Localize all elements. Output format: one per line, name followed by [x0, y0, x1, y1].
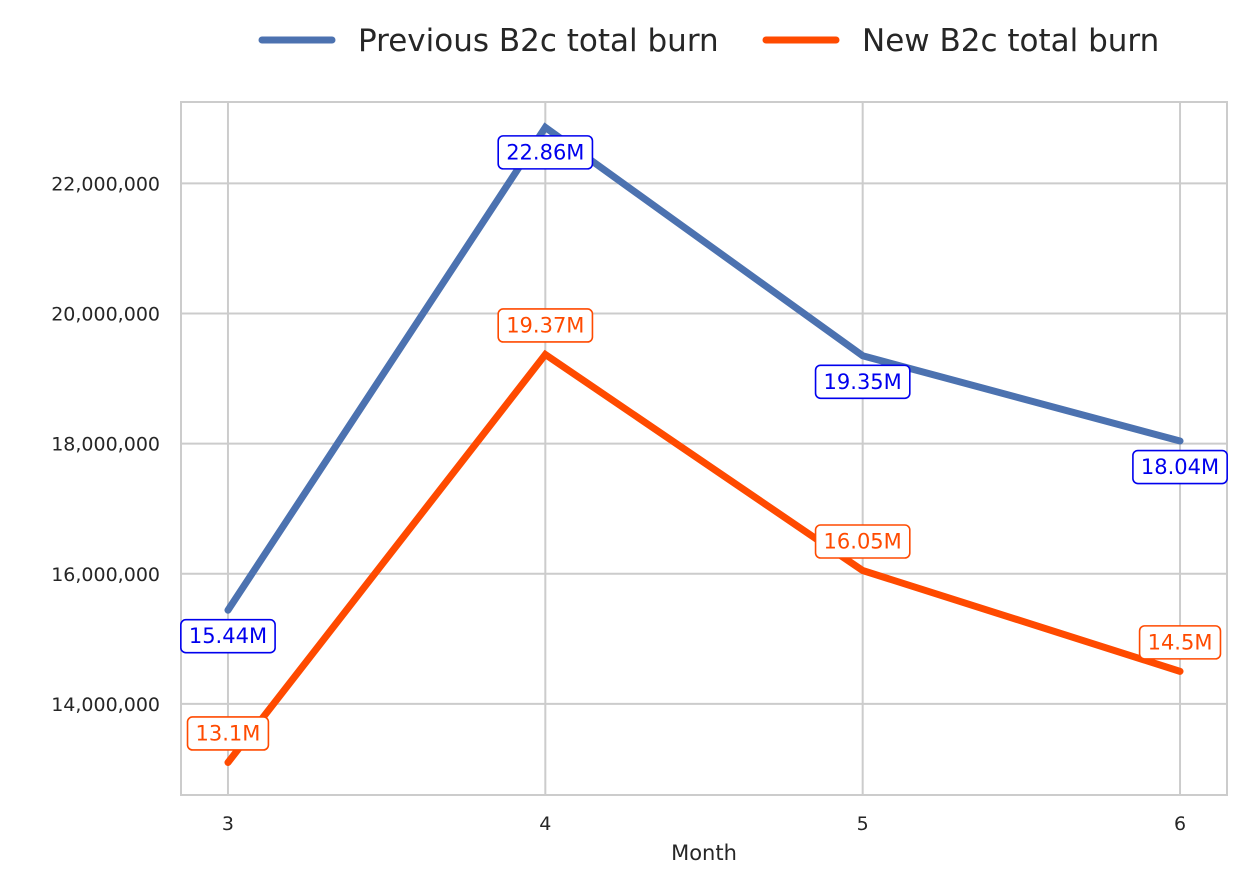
- legend-item: New B2c total burn: [762, 23, 1159, 59]
- data-label-text: 14.5M: [1148, 630, 1213, 654]
- x-tick-label: 4: [539, 813, 551, 835]
- data-label-text: 19.35M: [824, 370, 902, 394]
- y-tick-label: 18,000,000: [51, 434, 160, 456]
- data-labels: 15.44M 22.86M 19.35M 18.04M 13.1M 19.37M 16.05…: [180, 135, 1228, 751]
- data-label-box: [1138, 625, 1222, 660]
- data-label: 15.44M: [180, 618, 276, 654]
- data-label-text: 22.86M: [506, 140, 584, 164]
- legend: Previous B2c total burn New B2c total bur…: [258, 23, 1159, 59]
- data-label-text: 15.44M: [189, 624, 267, 648]
- data-label: 22.86M: [497, 135, 594, 170]
- data-label-box: [497, 308, 594, 343]
- y-tick-label: 22,000,000: [51, 173, 160, 195]
- x-tick-label: 5: [857, 813, 869, 835]
- grid-lines: [181, 102, 1227, 795]
- data-label-box: [180, 618, 276, 654]
- data-label-text: 13.1M: [196, 721, 261, 745]
- x-tick-label: 3: [222, 813, 234, 835]
- data-label: 16.05M: [814, 524, 911, 559]
- data-label: 19.37M: [497, 308, 594, 343]
- data-label: 18.04M: [1132, 449, 1228, 485]
- series-lines: [224, 122, 1184, 766]
- x-tick-label: 6: [1174, 813, 1186, 835]
- data-label-text: 19.37M: [506, 313, 584, 337]
- data-label-text: 18.04M: [1141, 455, 1219, 479]
- x-axis-label: Month: [671, 841, 737, 865]
- data-label-box: [186, 716, 270, 751]
- y-tick-label: 16,000,000: [51, 564, 160, 586]
- legend-item: Previous B2c total burn: [258, 23, 719, 59]
- y-tick-label: 20,000,000: [51, 303, 160, 325]
- tick-labels: 3 4 5 6 14,000,000 16,000,000 18,000,000 20,000…: [51, 173, 1186, 835]
- data-label: 13.1M: [186, 716, 270, 751]
- data-label-box: [497, 135, 594, 170]
- y-tick-label: 14,000,000: [51, 694, 160, 716]
- series-line-1: [224, 349, 1184, 766]
- data-label: 19.35M: [814, 364, 911, 400]
- data-label-box: [1132, 449, 1228, 485]
- data-label: 14.5M: [1138, 625, 1222, 660]
- legend-label: Previous B2c total burn: [358, 23, 719, 59]
- series-line-0: [224, 122, 1184, 614]
- data-label-box: [814, 524, 911, 559]
- plot-area-frame: [180, 101, 1228, 796]
- data-label-box: [814, 364, 911, 400]
- data-label-text: 16.05M: [824, 530, 902, 554]
- legend-label: New B2c total burn: [862, 23, 1159, 59]
